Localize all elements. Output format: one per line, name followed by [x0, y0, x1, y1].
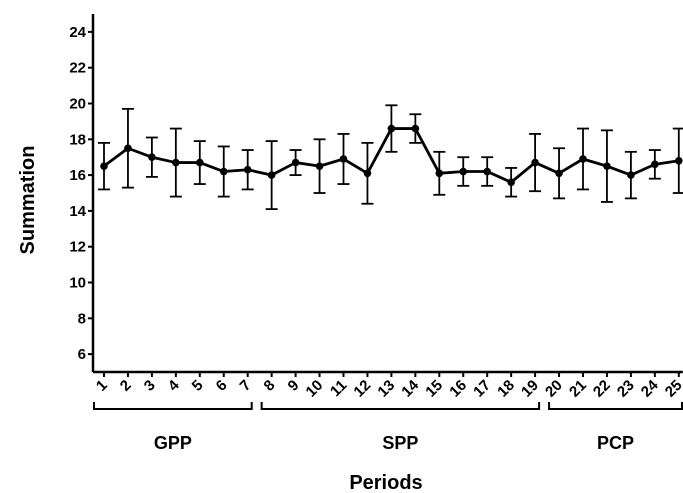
x-tick-label-6: 6 [213, 377, 231, 395]
data-point-9 [291, 158, 300, 167]
x-ticks: 1 2 3 4 5 6 7 8 9 10 11 12 13 14 15 16 17 18 19 20 21 22 23 24 2… [93, 372, 683, 401]
x-tick-label-14: 14 [398, 376, 422, 400]
data-point-25 [675, 156, 683, 165]
x-tick-label-16: 16 [446, 377, 470, 401]
data-point-17 [483, 167, 492, 176]
data-point-1 [100, 162, 108, 170]
data-point-14 [411, 124, 420, 133]
data-point-15 [435, 169, 444, 178]
data-point-12 [363, 169, 372, 178]
data-point-11 [339, 155, 348, 163]
x-tick-label-5: 5 [189, 377, 207, 395]
series-group [98, 104, 683, 211]
data-point-3 [148, 153, 156, 161]
series-0 [98, 104, 683, 211]
data-point-18 [507, 178, 515, 187]
x-tick-label-22: 22 [590, 377, 614, 401]
data-point-20 [555, 169, 563, 178]
x-tick-label-1: 1 [93, 377, 111, 395]
y-tick-label-8: 8 [78, 310, 86, 327]
x-tick-label-11: 11 [327, 377, 350, 400]
x-tick-label-2: 2 [117, 377, 135, 395]
x-tick-label-4: 4 [165, 376, 183, 394]
x-tick-label-12: 12 [350, 377, 374, 401]
x-tick-label-17: 17 [470, 377, 494, 401]
group-bracket-gpp [93, 402, 253, 410]
data-point-22 [603, 162, 611, 170]
x-tick-label-9: 9 [285, 377, 303, 395]
x-axis-title: Periods [349, 472, 422, 493]
x-tick-label-7: 7 [237, 377, 255, 395]
data-point-10 [315, 162, 324, 170]
x-tick-label-25: 25 [662, 377, 683, 401]
data-point-21 [579, 155, 587, 163]
y-tick-label-6: 6 [78, 346, 86, 363]
y-tick-label-24: 24 [69, 24, 86, 41]
data-point-7 [243, 165, 252, 174]
x-tick-label-10: 10 [303, 377, 327, 401]
x-tick-label-18: 18 [494, 377, 518, 401]
x-tick-label-21: 21 [566, 377, 590, 401]
x-tick-label-3: 3 [141, 377, 159, 395]
data-point-19 [531, 158, 539, 167]
y-tick-label-16: 16 [69, 167, 86, 184]
x-tick-label-19: 19 [518, 377, 542, 401]
group-label-pcp: PCP [597, 433, 634, 453]
y-tick-label-20: 20 [69, 96, 86, 113]
group-label-spp: SPP [382, 433, 418, 453]
data-point-16 [459, 167, 468, 176]
data-point-2 [124, 144, 132, 153]
data-point-5 [196, 158, 204, 167]
y-tick-label-18: 18 [69, 131, 86, 148]
x-tick-label-24: 24 [638, 376, 662, 400]
data-point-24 [651, 160, 659, 169]
data-point-23 [627, 171, 635, 179]
y-axis-title: Summation [17, 146, 39, 255]
data-point-13 [387, 124, 396, 133]
y-tick-label-10: 10 [69, 275, 86, 292]
y-tick-label-22: 22 [69, 60, 86, 77]
x-tick-label-13: 13 [374, 377, 398, 401]
x-tick-label-8: 8 [261, 377, 279, 395]
data-point-8 [267, 171, 276, 179]
y-ticks: 6 8 10 12 14 16 18 20 22 24 [69, 24, 93, 363]
data-point-4 [172, 158, 180, 167]
y-tick-label-12: 12 [69, 239, 86, 256]
x-tick-label-20: 20 [542, 377, 566, 401]
y-tick-label-14: 14 [69, 203, 86, 220]
axes [91, 14, 683, 374]
group-bracket-spp [260, 402, 541, 410]
x-tick-label-23: 23 [614, 377, 638, 401]
period-groups: GPP SPP PCP [93, 402, 683, 453]
data-point-6 [219, 167, 228, 176]
group-label-gpp: GPP [154, 433, 192, 453]
x-tick-label-15: 15 [422, 377, 446, 401]
group-bracket-pcp [548, 402, 683, 410]
